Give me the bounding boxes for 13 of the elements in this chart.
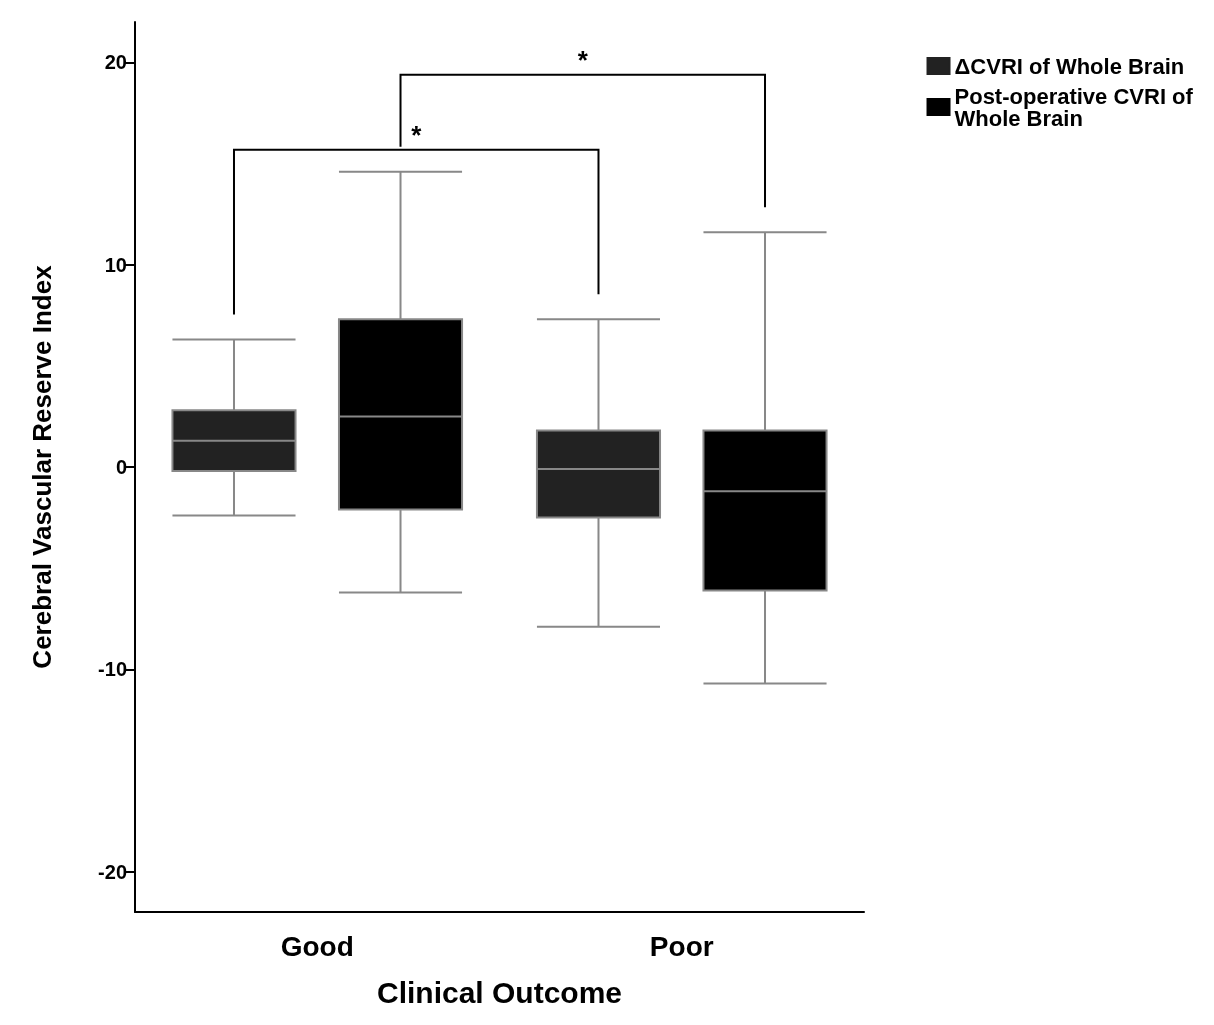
y-tick-label: 0 xyxy=(115,456,127,478)
annotation: * xyxy=(411,119,423,150)
legend-label: Post-operative CVRI of Whole Brain xyxy=(954,83,1199,131)
y-tick-label: -10 xyxy=(98,658,127,681)
y-tick-label: 20 xyxy=(104,51,127,74)
x-tick-label: Poor xyxy=(649,930,714,962)
x-tick-label: Good xyxy=(280,930,354,962)
legend-label: ΔCVRI of Whole Brain xyxy=(954,53,1185,79)
y-tick-label: -20 xyxy=(98,860,127,883)
y-axis-title: Cerebral Vascular Reserve Index xyxy=(27,264,57,669)
x-axis-title: Clinical Outcome xyxy=(376,975,623,1009)
y-tick-label: 10 xyxy=(104,253,127,276)
annotation: * xyxy=(577,44,589,75)
